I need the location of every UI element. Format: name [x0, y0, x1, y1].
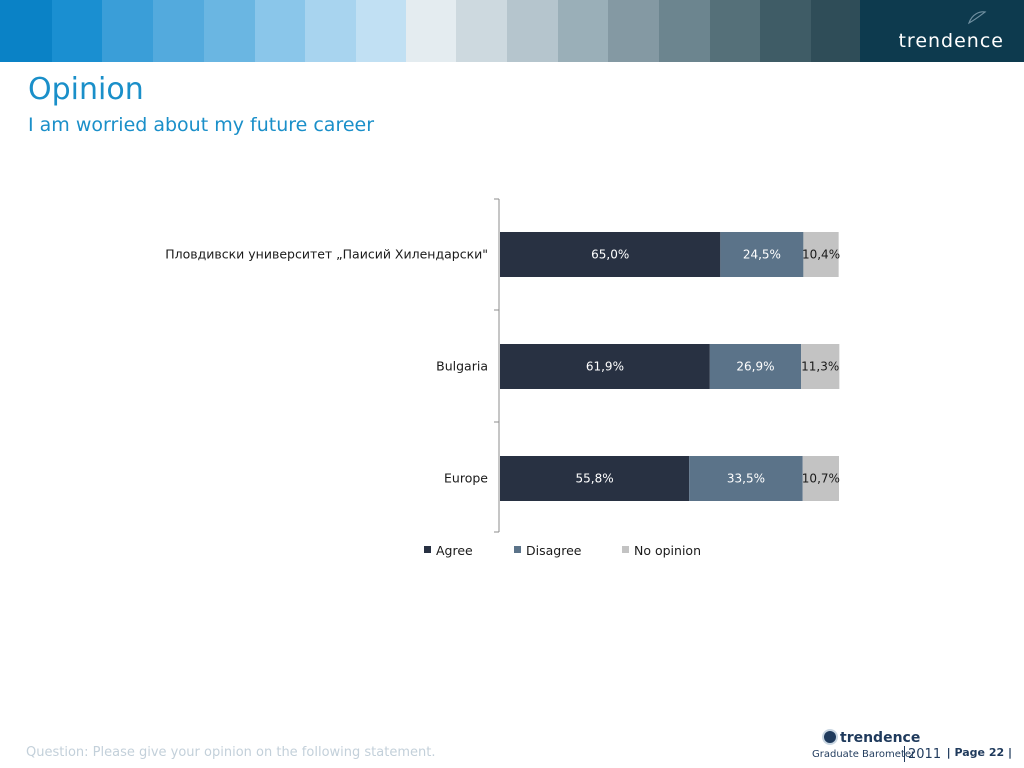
legend-label: No opinion: [634, 543, 701, 558]
header-strip-swatch: [356, 0, 406, 62]
header-strip-swatch: [710, 0, 760, 62]
header-strip-swatch: [760, 0, 811, 62]
page-subtitle: I am worried about my future career: [28, 114, 375, 136]
header-strip-swatch: [558, 0, 608, 62]
bar-segment-disagree: [709, 344, 802, 389]
header-strip-swatch: [811, 0, 861, 62]
legend-swatch: [514, 546, 521, 553]
legend-label: Agree: [436, 543, 473, 558]
header-strip-swatch: [204, 0, 255, 62]
header-strip-swatch: [507, 0, 558, 62]
bar-segment-no-opinion: [802, 456, 839, 501]
header-strip-swatch: [659, 0, 710, 62]
data-label: 33,5%: [727, 472, 765, 486]
header-strip-swatch: [608, 0, 659, 62]
category-label: Пловдивски университет „Паисий Хилендарс…: [165, 247, 488, 262]
footer-logo: trendence Graduate Barometer 2011: [812, 724, 942, 764]
page-number: | Page 22 |: [946, 746, 1012, 759]
footer-logo-year: 2011: [904, 746, 941, 762]
footer-logo-name: trendence: [840, 730, 921, 746]
data-label: 26,9%: [736, 360, 774, 374]
legend-swatch: [622, 546, 629, 553]
data-label: 65,0%: [591, 248, 629, 262]
logo-dot-icon: [824, 731, 836, 743]
header-strip-swatch: [406, 0, 456, 62]
category-label: Bulgaria: [436, 359, 488, 374]
legend-label: Disagree: [526, 543, 582, 558]
header-color-strip: [0, 0, 1024, 62]
header-strip-swatch: [0, 0, 52, 62]
header-strip-swatch: [456, 0, 507, 62]
bar-segment-disagree: [689, 456, 803, 501]
data-label: 24,5%: [743, 248, 781, 262]
data-label: 11,3%: [801, 360, 839, 374]
brand-leaf-icon: [967, 11, 987, 25]
data-label: 10,4%: [802, 248, 840, 262]
bar-segment-no-opinion: [803, 232, 839, 277]
legend-swatch: [424, 546, 431, 553]
footer-logo-sub: Graduate Barometer: [812, 749, 916, 760]
header-strip-swatch: [255, 0, 305, 62]
data-label: 61,9%: [586, 360, 624, 374]
bar-segment-no-opinion: [801, 344, 840, 389]
data-label: 55,8%: [576, 472, 614, 486]
bar-segment-disagree: [720, 232, 804, 277]
brand-logo-text: trendence: [898, 30, 1004, 52]
header-brand-area: trendence: [860, 0, 1024, 62]
category-label: Europe: [444, 471, 488, 486]
header-strip-swatch: [305, 0, 356, 62]
data-label: 10,7%: [802, 472, 840, 486]
bar-segment-agree: [500, 456, 690, 501]
footer-question: Question: Please give your opinion on th…: [26, 745, 436, 760]
bar-segment-agree: [500, 344, 710, 389]
header-strip-swatch: [52, 0, 102, 62]
header-strip-swatch: [102, 0, 153, 62]
bar-segment-agree: [500, 232, 721, 277]
page-title: Opinion: [28, 72, 144, 107]
header-strip-swatch: [153, 0, 204, 62]
